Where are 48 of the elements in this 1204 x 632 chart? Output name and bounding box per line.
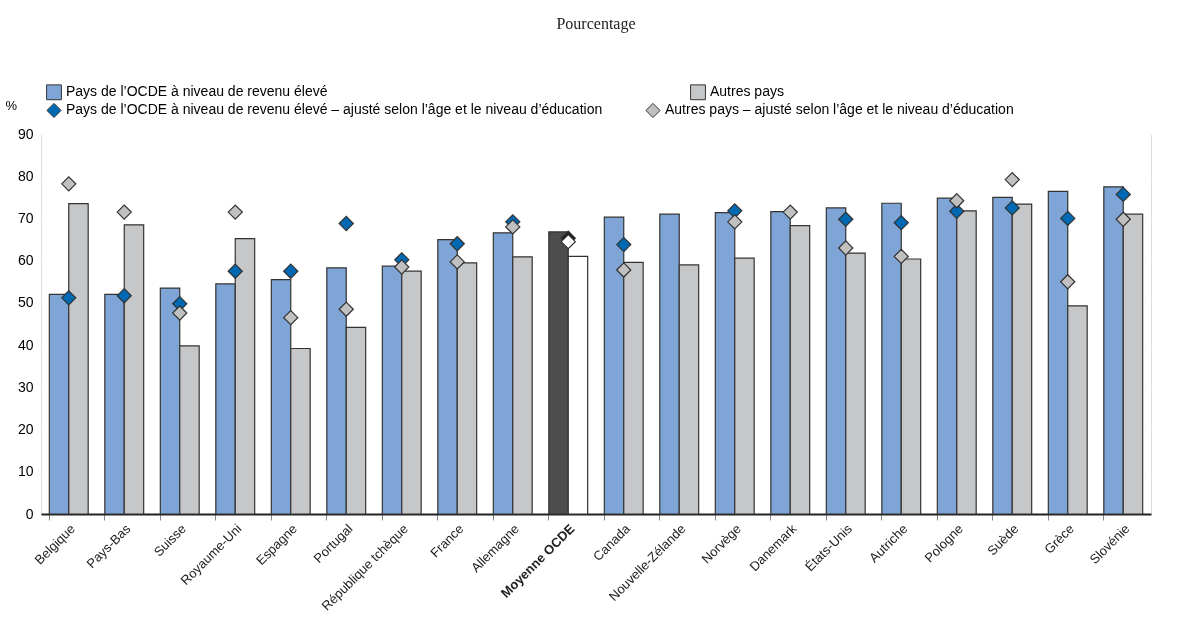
point [283, 310, 299, 326]
point [116, 288, 132, 304]
point [838, 211, 854, 227]
point [893, 248, 909, 265]
point [338, 301, 354, 317]
point [838, 240, 854, 256]
point [449, 254, 465, 270]
point [61, 176, 77, 192]
y-tick-label: 70 [17, 209, 34, 226]
point [1115, 186, 1131, 203]
legend-label: Autres pays [710, 83, 784, 100]
y-tick-label: 0 [25, 505, 34, 522]
point [727, 203, 743, 219]
point [172, 305, 188, 321]
point [116, 204, 132, 220]
point [1060, 210, 1076, 227]
point [61, 290, 77, 306]
chart-subtitle: Pourcentage [556, 15, 636, 33]
y-tick-label: 10 [17, 463, 34, 480]
point [560, 234, 576, 250]
point [227, 263, 243, 279]
point [283, 263, 299, 279]
y-tick-label: 50 [17, 294, 34, 311]
y-tick-label: 30 [17, 378, 34, 395]
point [616, 262, 632, 278]
point [449, 236, 465, 252]
point [227, 204, 243, 220]
point [782, 204, 798, 220]
legend-label: Pays de l’OCDE à niveau de revenu élevé – ajusté selon l’âge et le niveau d’éducation [66, 101, 603, 118]
point [1115, 211, 1131, 227]
y-axis-title: % [5, 97, 18, 113]
legend-label: Pays de l’OCDE à niveau de revenu élevé [66, 83, 328, 100]
legend-label: Autres pays – ajusté selon l’âge et le niveau d’éducation [665, 101, 1014, 118]
y-tick-label: 20 [17, 421, 34, 438]
y-tick-label: 60 [17, 252, 34, 269]
point [727, 214, 743, 230]
point [338, 215, 354, 232]
point [1004, 200, 1020, 216]
y-tick-label: 40 [17, 336, 34, 353]
point [1060, 274, 1076, 290]
point [949, 193, 965, 209]
point [893, 215, 909, 231]
y-tick-label: 80 [17, 167, 34, 184]
point [505, 219, 521, 235]
point [1004, 171, 1020, 188]
point [394, 259, 410, 275]
y-tick-label: 90 [17, 125, 34, 142]
point [616, 236, 632, 253]
